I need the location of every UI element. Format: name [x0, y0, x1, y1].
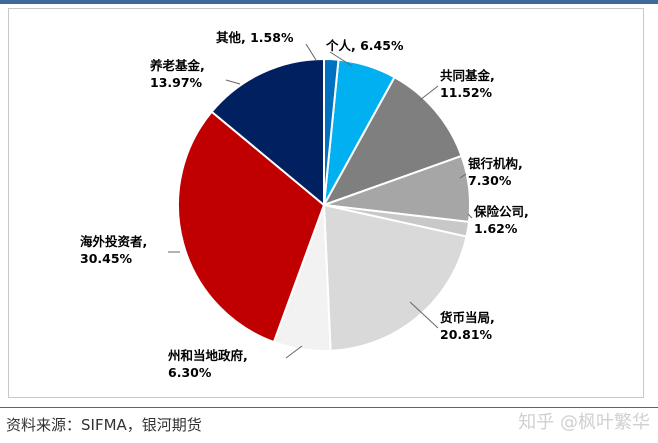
leader-line-1 — [329, 51, 353, 67]
leader-line-9 — [305, 43, 317, 61]
pie-slice-9 — [323, 57, 340, 206]
slice-label-6: 州和当地政府, 6.30% — [167, 348, 248, 380]
pie-slice-5 — [322, 203, 468, 352]
leader-line-8 — [225, 79, 241, 85]
leader-line-6 — [285, 345, 303, 359]
slice-label-5: 货币当局, 20.81% — [440, 310, 495, 342]
pie-slice-7 — [177, 110, 326, 344]
leader-line-5 — [409, 301, 439, 329]
source-divider — [0, 407, 658, 408]
slice-label-8: 养老基金, 13.97% — [149, 58, 205, 90]
leader-line-4 — [467, 213, 473, 219]
slice-label-2: 共同基金, 11.52% — [440, 68, 495, 100]
leader-line-3 — [459, 173, 467, 179]
source-note: 资料来源：SIFMA，银河期货 — [6, 416, 202, 434]
slice-label-1: 个人, 6.45% — [325, 38, 404, 53]
leader-line-2 — [419, 85, 439, 101]
pie-slice-2 — [321, 75, 463, 207]
top-rule — [0, 0, 658, 4]
slice-label-7: 海外投资者, 30.45% — [80, 234, 147, 266]
slice-label-3: 银行机构, 7.30% — [468, 156, 523, 188]
slice-label-4: 保险公司, 1.62% — [473, 204, 529, 236]
watermark: 知乎 @枫叶繁华 — [518, 412, 650, 433]
slice-label-9: 其他, 1.58% — [216, 30, 294, 45]
